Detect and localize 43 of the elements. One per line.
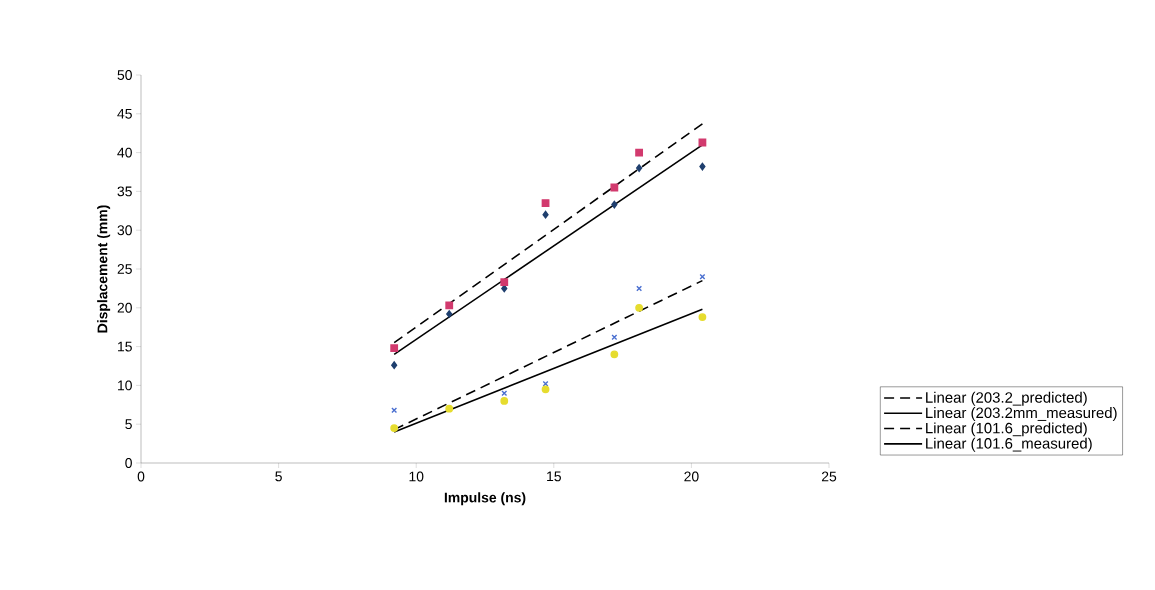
y-tick-label: 35: [117, 186, 132, 197]
y-tick-label: 15: [118, 341, 132, 352]
y-tick-label: 40: [117, 147, 132, 158]
legend-label: Linear (101.6_measured): [926, 437, 1092, 452]
point: [500, 397, 509, 405]
point: [699, 162, 706, 171]
point: [610, 350, 619, 359]
point: [611, 200, 618, 209]
point: [390, 424, 399, 432]
point: [541, 199, 550, 207]
point: [636, 164, 643, 173]
point: [610, 183, 619, 192]
point: [391, 361, 398, 370]
point: [635, 148, 644, 157]
point: [445, 301, 454, 310]
y-tick-label: 30: [117, 225, 132, 236]
y-tick-label: 20: [117, 302, 132, 313]
x-tick-label: 15: [547, 471, 561, 482]
point: [635, 303, 644, 312]
y-tick-label: 25: [117, 264, 132, 274]
point: [446, 310, 453, 318]
x-tick-label: 0: [137, 471, 145, 482]
x-tick-label: 10: [409, 471, 424, 482]
legend-label: Linear (203.2mm_measured): [926, 407, 1117, 422]
legend-label: Linear (203.2_predicted): [926, 391, 1087, 406]
x-tick-label: 5: [275, 471, 282, 482]
point: [390, 344, 399, 353]
y-axis-title: Displacement (mm): [97, 205, 111, 333]
x-tick-label: 25: [821, 471, 837, 482]
y-tick-label: 0: [125, 458, 132, 468]
y-tick-label: 50: [117, 70, 132, 80]
y-tick-label: 10: [118, 380, 132, 391]
point: [542, 210, 549, 219]
point: [500, 278, 509, 287]
point: [698, 313, 707, 322]
point: [636, 285, 643, 292]
point: [541, 385, 550, 394]
y-tick-label: 5: [125, 419, 132, 430]
x-axis-title: Impulse (ns): [444, 492, 526, 506]
point: [445, 404, 454, 413]
y-tick-label: 45: [117, 108, 132, 119]
x-tick-label: 20: [684, 471, 699, 482]
legend-label: Linear (101.6_predicted): [926, 422, 1087, 437]
